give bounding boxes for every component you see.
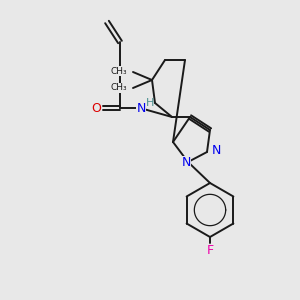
Text: H: H: [146, 98, 154, 108]
Text: N: N: [211, 145, 221, 158]
Text: N: N: [181, 157, 191, 169]
Text: O: O: [91, 101, 101, 115]
Text: F: F: [206, 244, 214, 257]
Text: N: N: [136, 101, 146, 115]
Text: CH₃: CH₃: [110, 67, 127, 76]
Text: CH₃: CH₃: [110, 83, 127, 92]
